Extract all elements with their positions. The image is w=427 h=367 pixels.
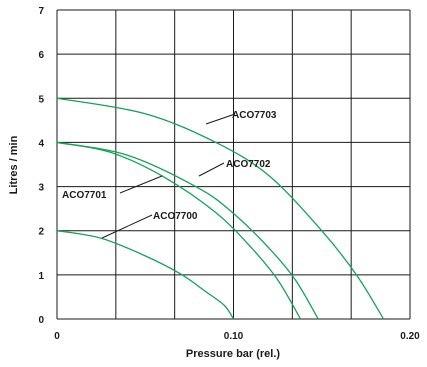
- y-tick-label: 0: [38, 315, 44, 326]
- leader-line-aco7703: [205, 113, 236, 125]
- annotation-leaders: [101, 113, 236, 239]
- y-tick-label: 2: [38, 227, 44, 238]
- series-label-aco7703: ACO7703: [232, 110, 277, 121]
- series-line-aco7700: [56, 230, 235, 320]
- series-label-aco7700: ACO7700: [153, 211, 198, 222]
- leader-line-aco7701: [119, 175, 163, 194]
- y-tick-label: 3: [38, 183, 44, 194]
- y-tick-label: 5: [38, 94, 44, 105]
- y-tick-label: 6: [38, 50, 44, 61]
- y-axis-title: Litres / min: [8, 135, 20, 194]
- y-tick-label: 7: [38, 6, 44, 17]
- leader-line-aco7702: [198, 162, 225, 177]
- y-tick-label: 1: [38, 271, 44, 282]
- annotation-labels: ACO7703 ACO7702 ACO7701 ACO7700: [62, 110, 277, 222]
- series-label-aco7701: ACO7701: [62, 190, 107, 201]
- series-line-aco7702: [56, 141, 319, 320]
- tick-labels: 0 1 2 3 4 5 6 7 0 0.10 0.20: [38, 6, 420, 342]
- x-axis-title: Pressure bar (rel.): [186, 348, 280, 360]
- y-tick-label: 4: [38, 138, 44, 149]
- x-tick-label: 0: [54, 331, 60, 342]
- series-line-aco7701: [56, 141, 302, 320]
- series-curves: [56, 97, 385, 320]
- x-tick-label: 0.20: [400, 331, 420, 342]
- series-line-aco7703: [56, 97, 385, 320]
- series-label-aco7702: ACO7702: [226, 159, 271, 170]
- leader-line-aco7700: [101, 214, 153, 239]
- x-tick-label: 0.10: [224, 331, 244, 342]
